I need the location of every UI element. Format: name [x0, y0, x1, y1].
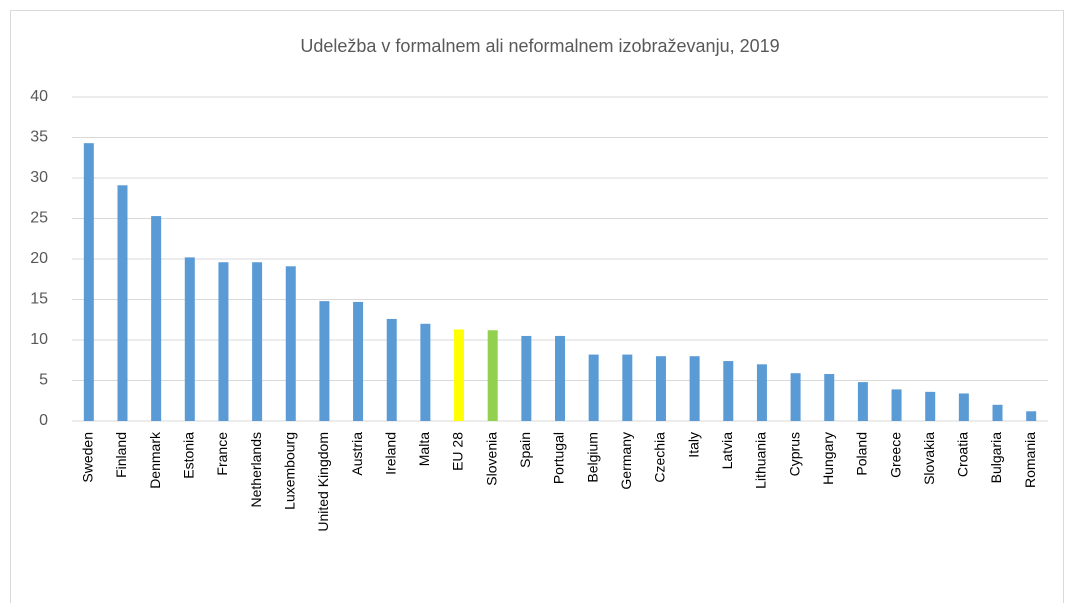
bar: [756, 364, 767, 421]
bar: [319, 301, 330, 421]
y-tick-label: 30: [30, 169, 48, 186]
x-tick-label: Luxembourg: [281, 432, 297, 510]
x-tick-label: Lithuania: [753, 432, 769, 489]
x-tick-label: Cyprus: [786, 432, 802, 476]
x-tick-label: Spain: [517, 432, 533, 468]
bar: [588, 354, 599, 421]
bar: [790, 373, 801, 421]
bar: [83, 143, 94, 422]
bar: [857, 382, 868, 421]
y-tick-label: 5: [39, 372, 48, 389]
x-tick-label: France: [214, 432, 230, 476]
bar: [622, 354, 633, 421]
x-tick-label: Latvia: [719, 432, 735, 470]
bar: [184, 257, 195, 421]
x-tick-label: Germany: [618, 432, 634, 490]
bar: [891, 389, 902, 421]
x-tick-label: Hungary: [820, 432, 836, 485]
y-tick-label: 20: [30, 250, 48, 267]
bar: [285, 266, 296, 421]
x-tick-label: Slovakia: [921, 432, 937, 485]
bar: [958, 393, 969, 421]
x-tick-label: Estonia: [180, 432, 196, 479]
bar: [386, 318, 397, 421]
x-tick-label: Ireland: [382, 432, 398, 475]
x-tick-label: Malta: [416, 432, 432, 466]
chart-frame: [10, 10, 1064, 603]
bar: [992, 404, 1003, 421]
x-tick-label: Bulgaria: [988, 432, 1004, 484]
x-tick-label: Croatia: [955, 432, 971, 477]
y-tick-label: 0: [39, 412, 48, 429]
x-tick-label: Romania: [1022, 432, 1038, 488]
x-tick-label: Denmark: [147, 431, 163, 489]
x-tick-label: Greece: [887, 432, 903, 478]
y-tick-label: 10: [30, 331, 48, 348]
bar: [420, 323, 431, 421]
bar: [689, 356, 700, 421]
x-tick-label: Slovenia: [483, 432, 499, 486]
bar: [655, 356, 666, 421]
bar: [487, 330, 498, 421]
bar: [151, 216, 162, 421]
y-tick-label: 35: [30, 129, 48, 146]
x-tick-label: EU 28: [450, 432, 466, 471]
x-tick-label: Czechia: [652, 432, 668, 483]
bar: [117, 185, 128, 421]
x-tick-label: Netherlands: [248, 432, 264, 508]
bar: [555, 335, 565, 421]
bar: [723, 361, 734, 421]
bar: [252, 262, 263, 421]
y-tick-label: 25: [30, 210, 48, 227]
bar: [925, 391, 936, 421]
x-tick-label: Italy: [685, 432, 701, 458]
y-tick-label: 15: [30, 291, 48, 308]
x-tick-label: Belgium: [584, 432, 600, 483]
bar: [1026, 411, 1037, 421]
bar: [521, 335, 532, 421]
x-tick-label: Portugal: [551, 432, 567, 484]
bar: [353, 301, 364, 421]
bar: [824, 374, 835, 421]
x-tick-label: Poland: [854, 432, 870, 476]
x-tick-label: United Kingdom: [315, 432, 331, 532]
chart-title: Udeležba v formalnem ali neformalnem izo…: [300, 36, 779, 56]
x-tick-label: Austria: [349, 432, 365, 476]
bar: [218, 262, 229, 421]
x-tick-label: Sweden: [80, 432, 96, 483]
y-tick-label: 40: [30, 88, 48, 105]
x-tick-label: Finland: [113, 432, 129, 478]
bar: [454, 329, 465, 421]
